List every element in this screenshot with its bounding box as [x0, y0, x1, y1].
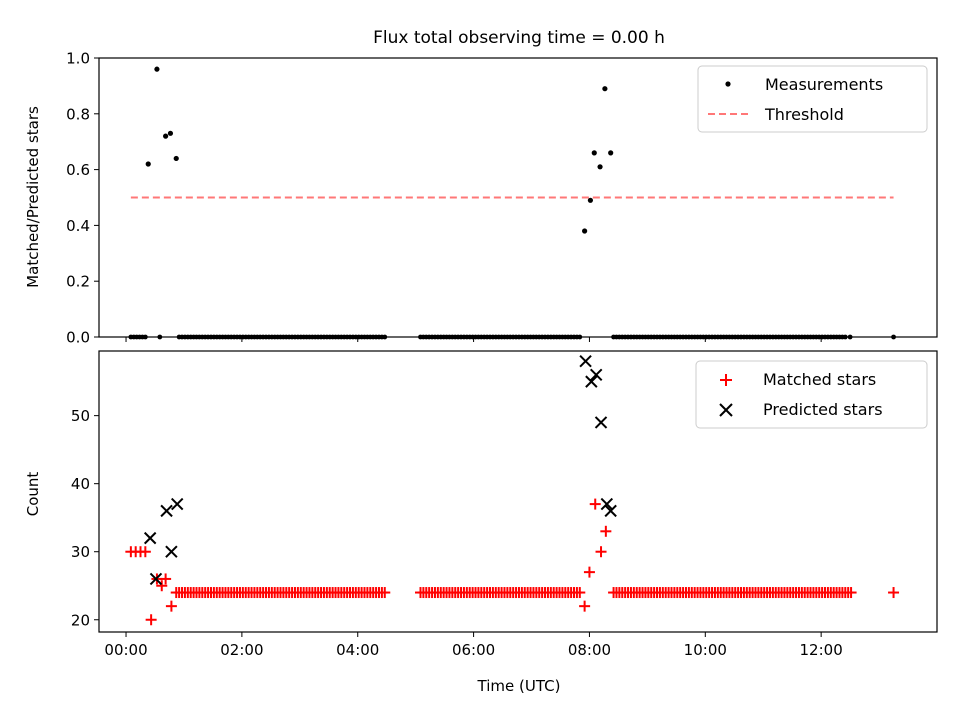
top-x-ticks [125, 337, 822, 342]
matched-star-point [145, 614, 157, 626]
bottom-panel: 20 30 40 50 00:00 02:00 04:00 06:00 08:00 10:00 1… [24, 350, 938, 695]
matched-star-point [160, 573, 172, 585]
x-axis-label: Time (UTC) [477, 677, 561, 695]
bottom-y-ticks: 20 30 40 50 [71, 407, 99, 629]
top-legend: Measurements Threshold [697, 65, 928, 133]
matched-star-point [589, 498, 601, 510]
measurement-point [173, 155, 179, 162]
measurement-point [597, 164, 603, 170]
y-tick-label: 0.6 [66, 161, 90, 179]
matched-star-point [595, 546, 607, 558]
y-tick-label: 0.8 [66, 105, 90, 123]
x-tick-label: 08:00 [568, 641, 611, 659]
measurement-point [163, 133, 169, 139]
predicted-star-point [600, 497, 614, 511]
predicted-star-point [589, 368, 603, 382]
x-tick-label: 10:00 [684, 641, 727, 659]
predicted-star-point [594, 416, 608, 429]
matched-star-point [574, 587, 586, 599]
legend-predicted-label: Predicted stars [763, 400, 883, 419]
predicted-star-point [170, 497, 184, 511]
y-tick-label: 0.2 [66, 273, 90, 291]
matched-star-point [165, 600, 177, 612]
matched-star-point [139, 546, 151, 558]
matched-star-point [888, 587, 900, 599]
measurement-point [587, 197, 594, 203]
top-marks [128, 66, 896, 340]
y-tick-label: 1.0 [66, 50, 90, 68]
chart-title: Flux total observing time = 0.00 h [373, 28, 665, 48]
predicted-star-point [149, 572, 163, 586]
legend-threshold-label: Threshold [764, 105, 844, 124]
y-tick-label: 40 [71, 475, 90, 493]
bottom-legend: Matched stars Predicted stars [695, 360, 928, 429]
measurement-point [145, 161, 151, 167]
top-panel: 0.0 0.2 0.4 0.6 0.8 1.0 Matched/Predicted sta… [24, 50, 938, 347]
y-tick-label: 20 [71, 611, 90, 629]
x-tick-label: 00:00 [104, 641, 147, 659]
bottom-legend-box [695, 360, 928, 429]
measurement-point [591, 150, 597, 156]
matched-star-point [579, 600, 591, 612]
x-tick-label: 06:00 [452, 641, 495, 659]
matched-star-point [156, 580, 168, 592]
predicted-star-point [143, 531, 157, 545]
predicted-star-point [165, 545, 178, 558]
x-tick-label: 12:00 [800, 641, 843, 659]
x-tick-label: 04:00 [336, 641, 379, 659]
y-tick-label: 30 [71, 543, 90, 561]
matched-star-point [600, 525, 612, 537]
matched-star-point [583, 566, 595, 578]
measurement-point [582, 228, 588, 234]
matched-star-point [379, 587, 391, 599]
legend-matched-label: Matched stars [763, 370, 876, 389]
top-y-axis-label: Matched/Predicted stars [24, 106, 42, 288]
top-axes-frame [98, 57, 938, 338]
measurement-point [167, 130, 174, 136]
top-y-ticks: 0.0 0.2 0.4 0.6 0.8 1.0 [66, 50, 99, 347]
legend-measurements-label: Measurements [765, 75, 883, 94]
y-tick-label: 0.0 [66, 329, 90, 347]
x-tick-label: 02:00 [220, 641, 263, 659]
bottom-marks [125, 354, 900, 626]
predicted-star-point [579, 354, 592, 368]
legend-predicted-marker [719, 403, 733, 417]
matched-star-point [845, 587, 857, 599]
legend-matched-marker [720, 374, 732, 386]
top-legend-box [697, 65, 928, 133]
predicted-star-point [604, 504, 617, 518]
predicted-star-point [585, 375, 598, 388]
bottom-axes-frame [98, 350, 938, 633]
bottom-y-axis-label: Count [24, 472, 42, 517]
measurement-point [602, 86, 608, 92]
y-tick-label: 50 [71, 407, 90, 425]
y-tick-label: 0.4 [66, 217, 90, 235]
measurement-point [608, 150, 614, 156]
predicted-star-point [160, 504, 173, 518]
bottom-x-ticks: 00:00 02:00 04:00 06:00 08:00 10:00 12:00 [104, 632, 843, 659]
legend-measurements-marker [725, 81, 731, 87]
measurement-point [154, 66, 160, 72]
